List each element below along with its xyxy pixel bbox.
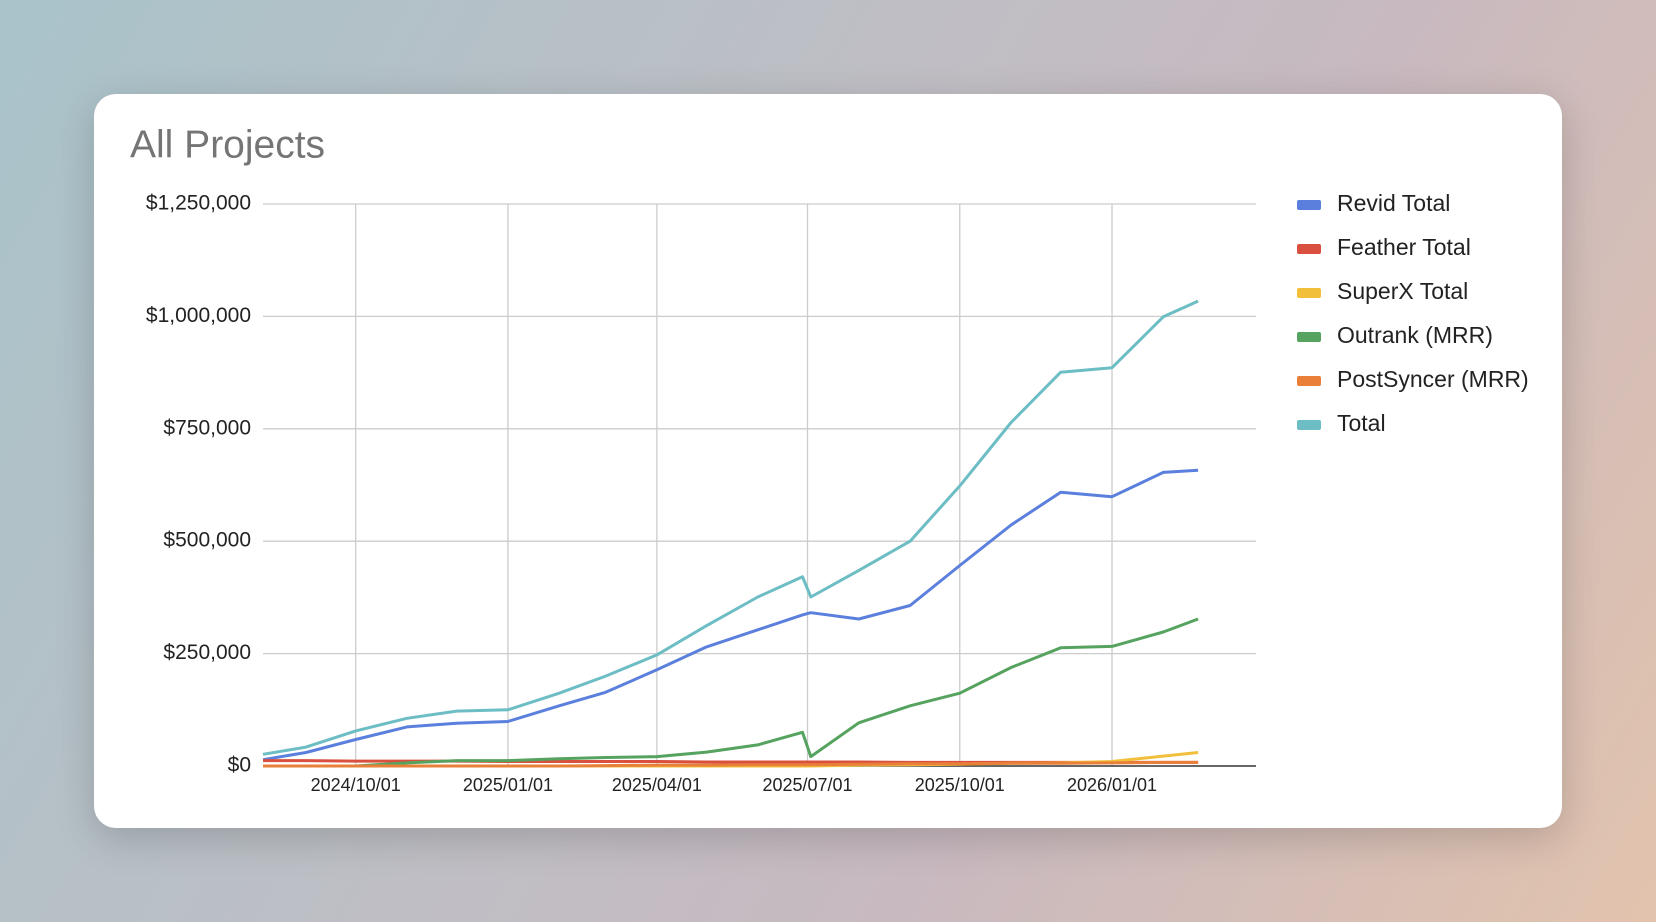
series-line [262,299,1199,756]
y-tick-label: $1,000,000 [146,304,251,327]
legend-swatch [1297,332,1321,342]
legend-label: Feather Total [1337,234,1471,260]
y-tick-label: $250,000 [163,641,251,664]
legend-label: SuperX Total [1337,278,1468,304]
x-tick-label: 2025/07/01 [762,775,852,795]
legend-swatch [1297,376,1321,386]
legend-swatch [1297,200,1321,210]
legend-swatch [1297,244,1321,254]
legend-swatch [1297,288,1321,298]
chart-title: All Projects [130,123,325,166]
series-line [262,468,1199,762]
series-line [263,617,1199,768]
legend-swatch [1297,420,1321,430]
y-tick-label: $750,000 [163,416,251,439]
y-tick-label: $1,250,000 [146,192,251,215]
x-tick-label: 2025/04/01 [612,775,702,795]
x-tick-label: 2026/01/01 [1067,775,1157,795]
x-tick-label: 2025/10/01 [915,775,1005,795]
legend-label: Revid Total [1337,190,1450,216]
chart-card [94,94,1562,828]
legend-label: Outrank (MRR) [1337,322,1493,348]
legend-label: PostSyncer (MRR) [1337,366,1529,392]
x-tick-label: 2025/01/01 [463,775,553,795]
series-line [263,760,1199,768]
y-tick-label: $500,000 [163,529,251,552]
x-tick-label: 2024/10/01 [311,775,401,795]
y-tick-label: $0 [228,754,251,777]
legend-label: Total [1337,410,1386,436]
